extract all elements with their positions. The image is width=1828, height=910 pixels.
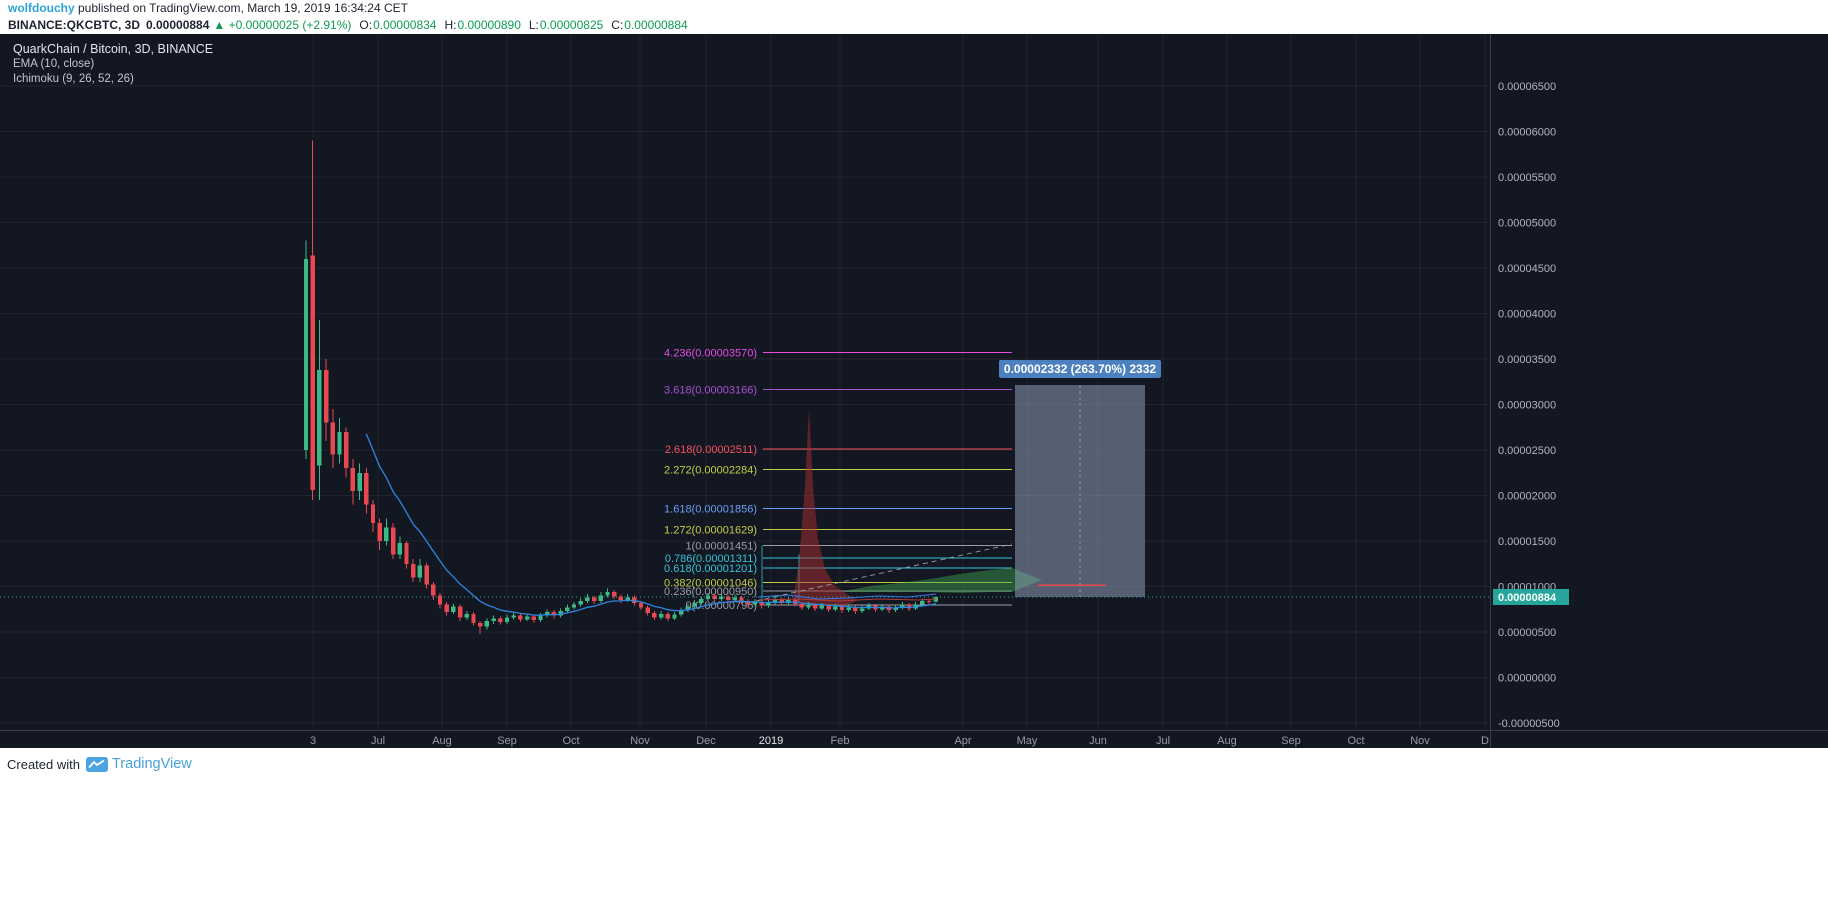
- chart-legend: QuarkChain / Bitcoin, 3D, BINANCE EMA (1…: [13, 42, 213, 87]
- dashed-trendline: [755, 543, 1013, 602]
- fib-level-label: 4.236(0.00003570): [664, 348, 757, 360]
- fib-level-label: 2.272(0.00002284): [664, 465, 757, 477]
- created-with-text: Created with: [7, 756, 80, 772]
- fib-level-label: 1.618(0.00001856): [664, 504, 757, 516]
- fib-level-label: 0.618(0.00001201): [664, 563, 757, 575]
- svg-text:0.00003000: 0.00003000: [1498, 400, 1556, 412]
- candles-layer[interactable]: [303, 140, 938, 634]
- symbol-name: BINANCE:QKCBTC, 3D: [8, 18, 140, 32]
- svg-text:0.00004000: 0.00004000: [1498, 309, 1556, 321]
- last-price-value: 0.00000884: [146, 18, 210, 32]
- fib-level-label: 0.236(0.00000950): [664, 586, 757, 598]
- publish-info-bar: wolfdouchy published on TradingView.com,…: [0, 0, 1828, 17]
- legend-ichimoku[interactable]: Ichimoku (9, 26, 52, 26): [13, 73, 134, 85]
- price-change: ▲ +0.00000025 (+2.91%): [213, 18, 352, 32]
- ichimoku-kijun-line: [757, 598, 937, 602]
- projection-range-layer[interactable]: 0.00002332 (263.70%) 2332: [999, 359, 1161, 598]
- svg-text:0.00006500: 0.00006500: [1498, 81, 1556, 93]
- svg-text:Apr: Apr: [954, 735, 971, 747]
- svg-text:May: May: [1017, 735, 1038, 747]
- svg-text:0.00002500: 0.00002500: [1498, 445, 1556, 457]
- legend-ema[interactable]: EMA (10, close): [13, 58, 95, 70]
- projection-range-box: [1015, 384, 1145, 598]
- fib-level-label: 1.272(0.00001629): [664, 524, 757, 536]
- fib-level-label: 3.618(0.00003166): [664, 384, 757, 396]
- svg-text:0.00000000: 0.00000000: [1498, 673, 1556, 685]
- svg-text:0.00000500: 0.00000500: [1498, 627, 1556, 639]
- fib-level-label: 1(0.00001451): [685, 540, 757, 552]
- fib-level-label: 0(0.00000796): [685, 600, 757, 612]
- fib-level-label: 2.618(0.00002511): [665, 444, 757, 456]
- svg-text:0.00005500: 0.00005500: [1498, 172, 1556, 184]
- fib-level-label: 0.382(0.00001046): [664, 577, 757, 589]
- svg-text:-0.00000500: -0.00000500: [1498, 718, 1560, 730]
- svg-text:0.00003500: 0.00003500: [1498, 354, 1556, 366]
- svg-text:Nov: Nov: [630, 735, 650, 747]
- high-label: H:: [444, 18, 457, 32]
- svg-text:3: 3: [310, 735, 316, 747]
- fib-extension-layer: 4.236(0.00003570) 3.618(0.00003166) 2.618(…: [664, 348, 1012, 612]
- projection-label: [999, 359, 1161, 378]
- open-label: O:: [359, 18, 373, 32]
- svg-text:0.00002000: 0.00002000: [1498, 491, 1556, 503]
- svg-text:Jul: Jul: [1156, 735, 1170, 747]
- svg-text:Oct: Oct: [562, 735, 579, 747]
- legend-symbol-title[interactable]: QuarkChain / Bitcoin, 3D, BINANCE: [13, 42, 214, 56]
- svg-text:2019: 2019: [759, 735, 783, 747]
- svg-text:D: D: [1481, 735, 1489, 747]
- tradingview-brand-link[interactable]: TradingView: [111, 756, 192, 772]
- svg-text:Jun: Jun: [1089, 735, 1107, 747]
- axis-separators: [0, 34, 1828, 748]
- fib-level-label: 0.786(0.00001311): [665, 553, 757, 565]
- low-label: L:: [528, 18, 539, 32]
- ichimoku-cloud-bearish: [793, 408, 858, 606]
- publish-info-text: published on TradingView.com, March 19, …: [74, 1, 408, 15]
- svg-text:Feb: Feb: [831, 735, 850, 747]
- ichimoku-cloud-layer: [793, 408, 1042, 606]
- low-value: 0.00000825: [539, 18, 604, 32]
- time-axis[interactable]: 3 Jul Aug Sep Oct Nov Dec 2019 Feb Apr May Jun Jul Au…: [310, 735, 1489, 747]
- svg-text:0.00001500: 0.00001500: [1498, 536, 1556, 548]
- close-value: 0.00000884: [624, 18, 688, 32]
- svg-text:Aug: Aug: [432, 735, 452, 747]
- open-value: 0.00000834: [373, 18, 437, 32]
- chart-area: 4.236(0.00003570) 3.618(0.00003166) 2.618(…: [0, 34, 1828, 748]
- ema-line: [365, 433, 936, 616]
- svg-text:0.00006000: 0.00006000: [1498, 127, 1556, 139]
- symbol-quote-bar: BINANCE:QKCBTC, 3D 0.00000884 ▲ +0.0000002…: [0, 17, 1828, 34]
- close-label: C:: [611, 18, 624, 32]
- svg-text:Sep: Sep: [1281, 735, 1301, 747]
- svg-text:Dec: Dec: [696, 735, 716, 747]
- svg-text:0.00005000: 0.00005000: [1498, 218, 1556, 230]
- svg-text:0.00002332 (263.70%) 2332: 0.00002332 (263.70%) 2332: [1004, 362, 1156, 376]
- svg-text:Aug: Aug: [1217, 735, 1237, 747]
- svg-text:Nov: Nov: [1410, 735, 1430, 747]
- price-axis[interactable]: 0.00006500 0.00006000 0.00005500 0.00005000…: [1493, 81, 1569, 730]
- author-link[interactable]: wolfdouchy: [8, 1, 75, 15]
- svg-text:Oct: Oct: [1347, 735, 1364, 747]
- last-price-tag: [1493, 589, 1569, 606]
- high-value: 0.00000890: [457, 18, 521, 32]
- svg-text:0.00004500: 0.00004500: [1498, 263, 1556, 275]
- footer: Created with TradingView: [7, 753, 192, 775]
- price-chart-canvas[interactable]: 4.236(0.00003570) 3.618(0.00003166) 2.618(…: [0, 34, 1828, 748]
- svg-text:0.00000884: 0.00000884: [1498, 592, 1557, 604]
- tradingview-logo-icon[interactable]: [85, 756, 108, 772]
- ichimoku-cloud-bullish: [845, 568, 1012, 593]
- grid-layer: [0, 34, 1490, 730]
- svg-text:Jul: Jul: [371, 735, 385, 747]
- svg-text:Sep: Sep: [497, 735, 517, 747]
